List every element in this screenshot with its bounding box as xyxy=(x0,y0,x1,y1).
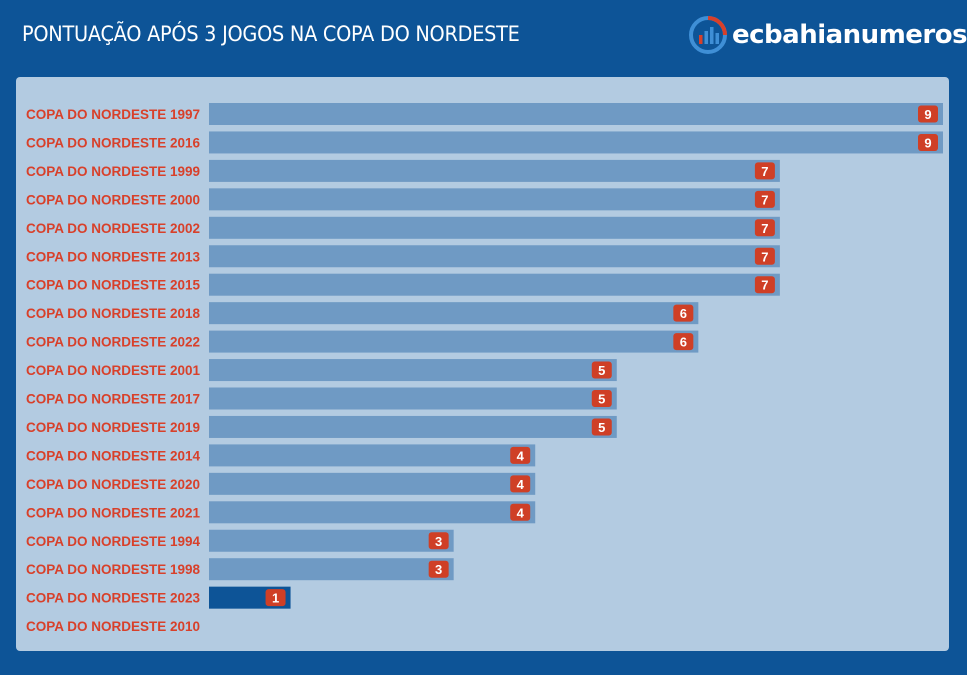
bar xyxy=(209,103,943,125)
value-label: 7 xyxy=(761,221,768,236)
value-label: 4 xyxy=(517,477,525,492)
bar xyxy=(209,501,536,524)
bar xyxy=(209,472,536,495)
bar xyxy=(209,415,617,438)
value-label: 4 xyxy=(517,505,525,520)
bar xyxy=(209,159,780,182)
value-label: 5 xyxy=(598,420,605,435)
bar xyxy=(209,529,454,552)
bar xyxy=(209,216,780,239)
value-badge xyxy=(428,560,449,578)
bar xyxy=(209,188,780,211)
bar xyxy=(209,359,617,382)
value-badge xyxy=(918,105,938,123)
category-label: COPA DO NORDESTE 2001 xyxy=(26,363,201,378)
category-label: COPA DO NORDESTE 2010 xyxy=(26,619,200,634)
bar xyxy=(209,387,617,410)
bar-chart: COPA DO NORDESTE 1997 9 COPA DO NORDESTE 2… xyxy=(26,103,943,634)
value-label: 3 xyxy=(435,534,442,549)
category-label: COPA DO NORDESTE 2018 xyxy=(26,306,201,321)
page-title: PONTUAÇÃO APÓS 3 JOGOS NA COPA DO NORDES… xyxy=(22,22,520,46)
category-label: COPA DO NORDESTE 2023 xyxy=(26,591,201,606)
value-label: 7 xyxy=(761,164,768,179)
value-label: 7 xyxy=(761,192,768,207)
category-label: COPA DO NORDESTE 2015 xyxy=(26,278,201,293)
chart-panel: COPA DO NORDESTE 1997 9 COPA DO NORDESTE 2… xyxy=(16,77,949,651)
bar xyxy=(209,302,699,325)
value-badge xyxy=(510,446,531,464)
value-badge xyxy=(591,361,612,379)
bar xyxy=(209,558,454,581)
value-badge xyxy=(510,475,531,493)
value-label: 7 xyxy=(761,278,768,293)
category-label: COPA DO NORDESTE 2021 xyxy=(26,505,201,520)
category-label: COPA DO NORDESTE 2002 xyxy=(26,221,200,236)
value-badge xyxy=(754,219,775,237)
value-badge xyxy=(673,333,694,351)
category-label: COPA DO NORDESTE 2022 xyxy=(26,335,200,350)
category-label: COPA DO NORDESTE 1999 xyxy=(26,164,200,179)
value-label: 6 xyxy=(680,335,687,350)
value-label: 4 xyxy=(517,448,525,463)
category-label: COPA DO NORDESTE 1998 xyxy=(26,562,201,577)
value-label: 7 xyxy=(761,249,768,264)
value-badge xyxy=(673,304,694,322)
value-label: 5 xyxy=(598,392,605,407)
category-label: COPA DO NORDESTE 2014 xyxy=(26,448,201,463)
value-badge xyxy=(754,190,775,208)
category-label: COPA DO NORDESTE 2000 xyxy=(26,192,200,207)
bar xyxy=(209,273,780,296)
value-badge xyxy=(591,418,612,436)
bar xyxy=(209,444,536,467)
value-badge xyxy=(754,162,775,180)
value-label: 1 xyxy=(272,591,279,606)
bar xyxy=(209,131,943,154)
bar-chart-logo-icon xyxy=(689,16,727,54)
category-label: COPA DO NORDESTE 2013 xyxy=(26,249,201,264)
value-badge xyxy=(265,589,286,607)
category-label: COPA DO NORDESTE 2019 xyxy=(26,420,200,435)
value-badge xyxy=(591,390,612,407)
value-label: 6 xyxy=(680,306,687,321)
bar xyxy=(209,330,699,353)
category-label: COPA DO NORDESTE 2016 xyxy=(26,135,201,150)
value-badge xyxy=(918,133,938,151)
category-label: COPA DO NORDESTE 2017 xyxy=(26,392,200,407)
value-badge xyxy=(510,503,531,521)
value-label: 3 xyxy=(435,562,442,577)
brand-logo: ecbahianumeros xyxy=(688,14,967,56)
value-label: 5 xyxy=(598,363,605,378)
value-badge xyxy=(754,276,775,294)
category-label: COPA DO NORDESTE 1997 xyxy=(26,107,200,122)
category-label: COPA DO NORDESTE 2020 xyxy=(26,477,200,492)
bar xyxy=(209,245,780,268)
value-badge xyxy=(428,532,449,550)
value-label: 9 xyxy=(924,107,931,122)
category-label: COPA DO NORDESTE 1994 xyxy=(26,534,201,549)
value-label: 9 xyxy=(924,135,931,150)
value-badge xyxy=(754,247,775,265)
brand-name: ecbahianumeros xyxy=(732,20,967,50)
